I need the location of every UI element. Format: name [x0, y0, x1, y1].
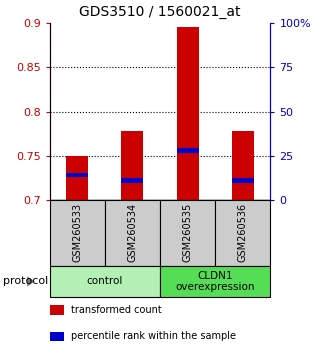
- Bar: [177, 148, 199, 153]
- Bar: [50, 266, 160, 297]
- Bar: [105, 200, 160, 266]
- Bar: [50, 200, 105, 266]
- Bar: [121, 131, 143, 200]
- Bar: [50, 331, 63, 341]
- Bar: [232, 131, 254, 200]
- Bar: [50, 305, 63, 315]
- Bar: [215, 200, 270, 266]
- Text: GSM260535: GSM260535: [183, 203, 193, 262]
- Text: transformed count: transformed count: [71, 305, 162, 315]
- Text: CLDN1
overexpression: CLDN1 overexpression: [175, 270, 255, 292]
- Text: GSM260534: GSM260534: [127, 203, 137, 262]
- Bar: [66, 173, 88, 177]
- Text: protocol: protocol: [3, 276, 48, 286]
- Bar: [177, 28, 199, 200]
- Text: GSM260536: GSM260536: [238, 203, 248, 262]
- Bar: [121, 178, 143, 183]
- Title: GDS3510 / 1560021_at: GDS3510 / 1560021_at: [79, 5, 241, 19]
- Bar: [232, 178, 254, 183]
- Bar: [160, 200, 215, 266]
- Text: percentile rank within the sample: percentile rank within the sample: [71, 331, 236, 342]
- Text: GSM260533: GSM260533: [72, 203, 82, 262]
- Bar: [66, 156, 88, 200]
- Bar: [160, 266, 270, 297]
- Text: control: control: [87, 276, 123, 286]
